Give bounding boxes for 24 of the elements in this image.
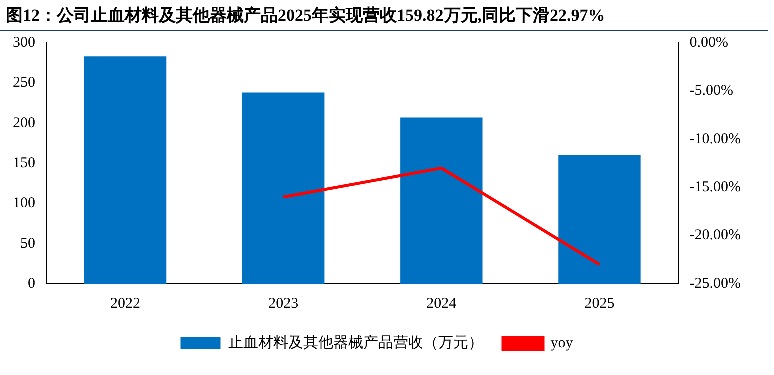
- chart-title: 图12：公司止血材料及其他器械产品2025年实现营收159.82万元,同比下滑22.97%: [0, 0, 768, 31]
- y-tick-label: 200: [13, 115, 36, 132]
- y-tick-label: 50: [20, 236, 36, 252]
- bar: [84, 56, 167, 284]
- y2-tick-label: -25.00%: [690, 276, 742, 292]
- x-tick-label: 2025: [584, 296, 615, 312]
- legend-label: yoy: [550, 335, 574, 352]
- bar: [242, 92, 325, 284]
- y2-tick-label: -15.00%: [690, 180, 742, 196]
- y2-tick-label: 0.00%: [690, 34, 729, 51]
- legend-label: 止血材料及其他器械产品营收（万元）: [228, 334, 484, 352]
- x-tick-label: 2023: [268, 296, 299, 312]
- bar: [400, 118, 483, 284]
- y2-tick-label: -5.00%: [690, 83, 734, 100]
- y-tick-label: 100: [13, 196, 36, 212]
- y-tick-label: 0: [28, 276, 36, 292]
- bar: [558, 155, 641, 284]
- y-tick-label: 300: [13, 34, 36, 51]
- y2-tick-label: -10.00%: [690, 131, 742, 148]
- y2-tick-label: -20.00%: [690, 228, 742, 244]
- y-tick-label: 150: [13, 155, 36, 172]
- y-tick-label: 250: [13, 75, 36, 92]
- x-tick-label: 2024: [426, 296, 458, 312]
- x-tick-label: 2022: [110, 296, 141, 312]
